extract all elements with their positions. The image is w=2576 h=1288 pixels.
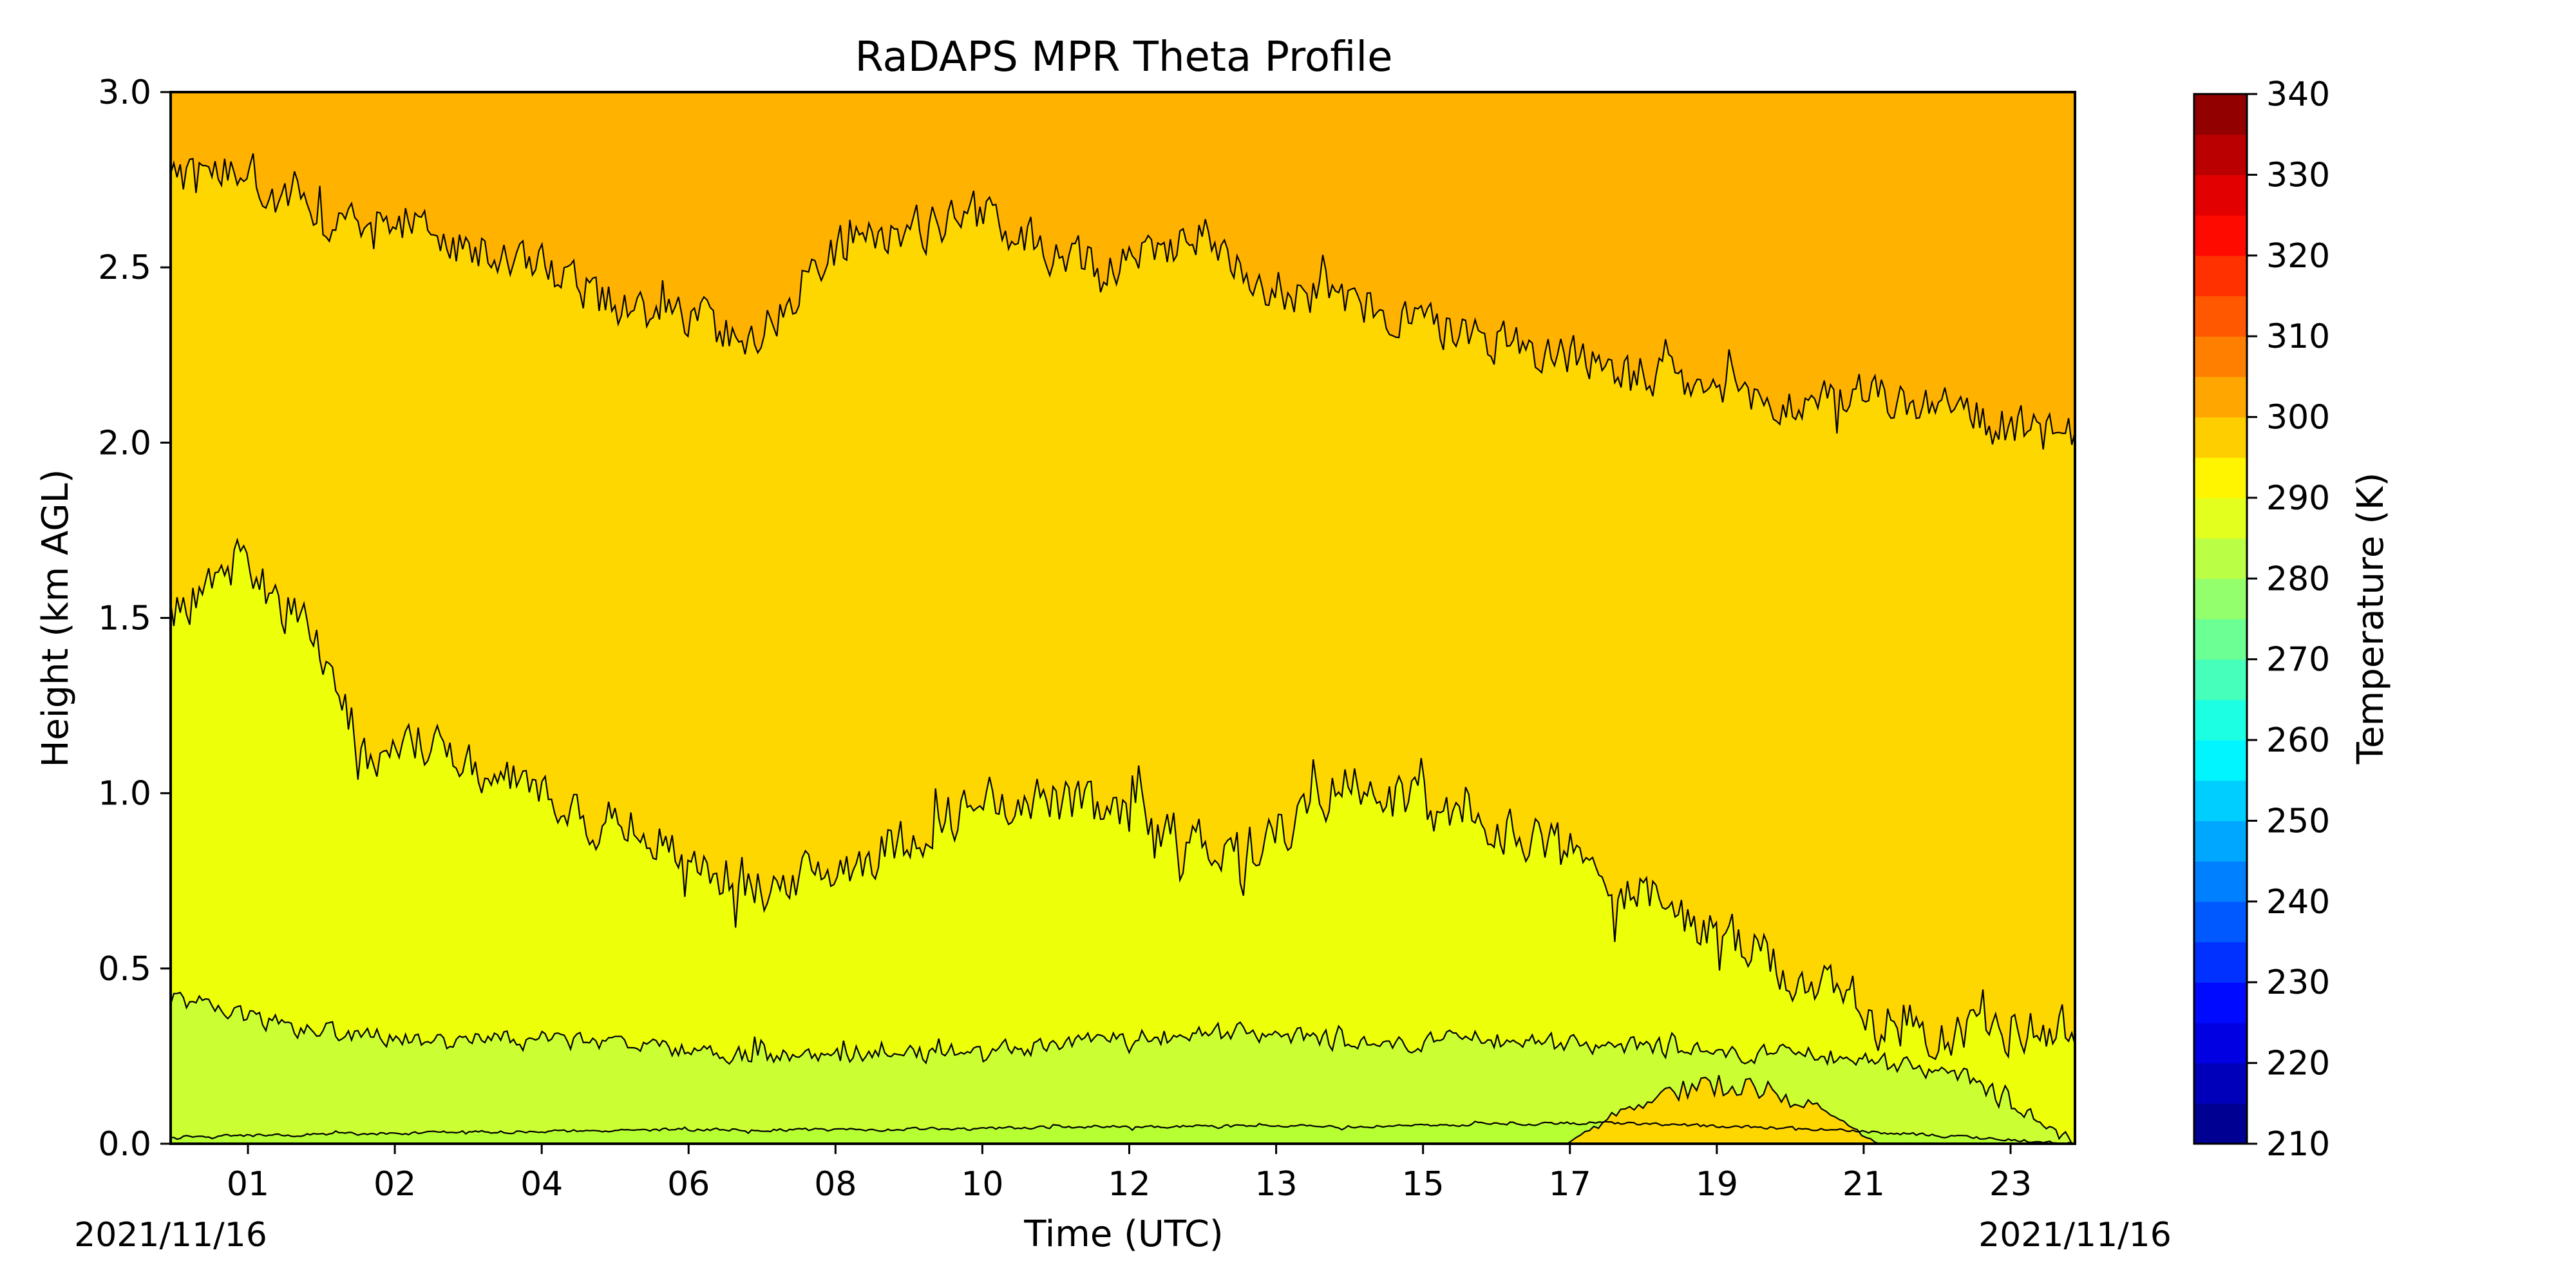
colorbar-segment bbox=[2194, 538, 2247, 579]
colorbar-segment bbox=[2194, 1103, 2247, 1144]
colorbar-tick-label: 340 bbox=[2266, 75, 2330, 114]
colorbar: 210 220 230 240 250 260 270 280 290 300 310 320 330 3… bbox=[2193, 75, 2330, 1164]
x-tick-label: 02 bbox=[374, 1165, 416, 1204]
colorbar-tick-label: 210 bbox=[2266, 1125, 2330, 1164]
y-tick-label: 1.0 bbox=[98, 775, 151, 813]
x-tick-label: 19 bbox=[1696, 1165, 1738, 1204]
colorbar-tick-label: 260 bbox=[2266, 721, 2330, 760]
colorbar-segment bbox=[2194, 417, 2247, 458]
x-tick-label: 10 bbox=[961, 1165, 1003, 1204]
colorbar-segment bbox=[2194, 699, 2247, 741]
colorbar-segment bbox=[2194, 296, 2247, 337]
colorbar-frame bbox=[2193, 93, 2248, 1145]
contour-line-300k bbox=[169, 153, 2076, 450]
colorbar-segment bbox=[2194, 901, 2247, 943]
colorbar-segment bbox=[2194, 94, 2247, 135]
colorbar-segment bbox=[2194, 578, 2247, 620]
colorbar-tick-label: 280 bbox=[2266, 560, 2330, 598]
colorbar-segment bbox=[2194, 780, 2247, 822]
contour-line-290k bbox=[169, 991, 2075, 1145]
colorbar-segment bbox=[2194, 497, 2247, 539]
band-below-295k bbox=[171, 540, 2075, 1144]
x-tick-label: 17 bbox=[1549, 1165, 1591, 1204]
colorbar-segment bbox=[2194, 336, 2247, 377]
colorbar-tick-label: 290 bbox=[2266, 479, 2330, 518]
x-corner-label-left: 2021/11/16 bbox=[74, 1216, 267, 1255]
x-tick-label: 15 bbox=[1402, 1165, 1444, 1204]
colorbar-tick-label: 230 bbox=[2266, 963, 2330, 1002]
y-tick-label: 2.5 bbox=[98, 249, 151, 287]
y-axis-label: Height (km AGL) bbox=[35, 469, 77, 767]
contour-lines bbox=[169, 153, 2076, 1145]
x-tick-label: 23 bbox=[1989, 1165, 2032, 1204]
colorbar-label: Temperature (K) bbox=[2350, 473, 2392, 765]
colorbar-segment bbox=[2194, 215, 2247, 256]
x-tick-label: 12 bbox=[1108, 1165, 1150, 1204]
colorbar-tick-label: 220 bbox=[2266, 1045, 2330, 1083]
colorbar-tick-label: 320 bbox=[2266, 237, 2330, 276]
warm-pocket-region bbox=[1564, 1075, 1924, 1145]
colorbar-segment bbox=[2194, 457, 2247, 498]
colorbar-segment bbox=[2194, 982, 2247, 1023]
plot-fill-regions bbox=[171, 92, 2075, 1145]
colorbar-segment bbox=[2194, 1022, 2247, 1064]
x-tick-label: 01 bbox=[227, 1165, 269, 1204]
contour-line-285k bbox=[170, 1121, 2076, 1145]
y-tick-label: 1.5 bbox=[98, 600, 151, 638]
x-tick-label: 04 bbox=[520, 1165, 563, 1204]
colorbar-tick-label: 300 bbox=[2266, 399, 2330, 437]
y-tick-label: 2.0 bbox=[98, 424, 151, 462]
colorbar-segment bbox=[2194, 175, 2247, 216]
colorbar-segment bbox=[2194, 134, 2247, 175]
colorbar-segment bbox=[2194, 820, 2247, 862]
x-tick-label: 21 bbox=[1842, 1165, 1885, 1204]
x-tick-label: 08 bbox=[814, 1165, 857, 1204]
band-below-290k bbox=[171, 992, 2075, 1144]
x-tick-label: 13 bbox=[1255, 1165, 1297, 1204]
colorbar-tick-label: 270 bbox=[2266, 641, 2330, 679]
colorbar-segment bbox=[2194, 376, 2247, 418]
x-tick-label: 06 bbox=[667, 1165, 710, 1204]
x-axis: 01 02 04 06 08 10 12 13 15 17 19 21 23 bbox=[227, 1144, 2032, 1204]
colorbar-segment bbox=[2194, 861, 2247, 902]
colorbar-tick-label: 250 bbox=[2266, 802, 2330, 840]
y-axis: 0.0 0.5 1.0 1.5 2.0 2.5 3.0 bbox=[98, 73, 171, 1164]
chart-title: RaDAPS MPR Theta Profile bbox=[855, 33, 1392, 81]
y-tick-label: 0.0 bbox=[98, 1125, 151, 1164]
colorbar-segment bbox=[2194, 942, 2247, 983]
x-axis-label: Time (UTC) bbox=[1023, 1213, 1224, 1255]
contour-line-295k bbox=[169, 537, 2076, 1061]
x-corner-label-right: 2021/11/16 bbox=[1978, 1216, 2172, 1255]
colorbar-segment bbox=[2194, 619, 2247, 660]
y-tick-label: 3.0 bbox=[98, 73, 151, 112]
colorbar-segment bbox=[2194, 255, 2247, 297]
colorbar-tick-label: 310 bbox=[2266, 317, 2330, 356]
y-tick-label: 0.5 bbox=[98, 950, 151, 989]
colorbar-segment bbox=[2194, 740, 2247, 781]
colorbar-tick-label: 240 bbox=[2266, 883, 2330, 922]
colorbar-tick-label: 330 bbox=[2266, 156, 2330, 194]
colorbar-segment bbox=[2194, 659, 2247, 700]
colorbar-segment bbox=[2194, 1063, 2247, 1104]
